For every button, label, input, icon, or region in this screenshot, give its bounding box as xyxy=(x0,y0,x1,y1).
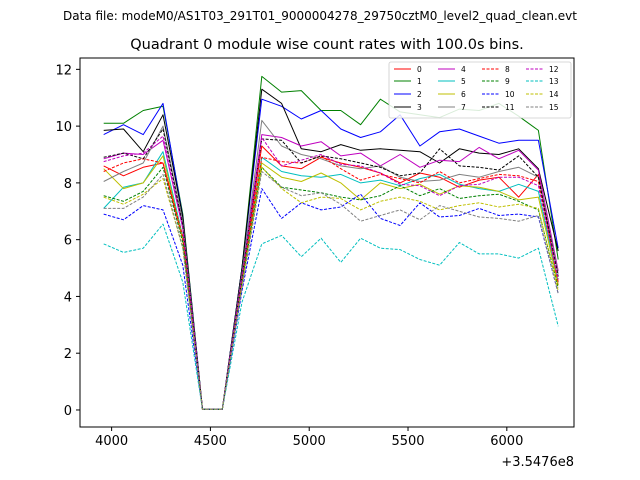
series-line-8 xyxy=(103,155,559,410)
y-tick-label: 12 xyxy=(55,63,72,78)
legend-label-7: 7 xyxy=(461,103,466,112)
legend-label-12: 12 xyxy=(549,65,559,74)
x-tick-label: 5500 xyxy=(391,434,424,449)
legend-label-14: 14 xyxy=(549,90,559,99)
legend-label-13: 13 xyxy=(549,77,559,86)
series-layer xyxy=(103,75,559,410)
plot-area xyxy=(79,57,575,428)
y-tick-label: 6 xyxy=(64,234,72,249)
series-line-11 xyxy=(103,128,559,410)
x-tick-label: 4500 xyxy=(194,434,227,449)
y-tick-label: 10 xyxy=(55,120,72,135)
series-line-9 xyxy=(103,166,559,410)
x-tick-label: 4000 xyxy=(95,434,128,449)
legend-label-3: 3 xyxy=(417,103,422,112)
series-line-15 xyxy=(103,171,559,410)
x-offset-label: +3.5476e8 xyxy=(501,455,574,470)
legend-frame xyxy=(388,61,572,119)
legend-label-5: 5 xyxy=(461,77,466,86)
chart-title: Quadrant 0 module wise count rates with … xyxy=(130,37,524,53)
series-line-13 xyxy=(103,223,559,410)
figure-suptitle: Data file: modeM0/AS1T03_291T01_90000042… xyxy=(63,9,577,23)
series-line-12 xyxy=(103,135,559,410)
y-axis: 0 2 4 6 8 10 12 xyxy=(55,63,80,419)
series-line-7 xyxy=(103,119,559,410)
series-line-0 xyxy=(103,145,559,410)
series-line-1 xyxy=(103,75,559,410)
legend-label-8: 8 xyxy=(505,65,510,74)
series-line-14 xyxy=(103,166,559,410)
legend-label-1: 1 xyxy=(417,77,422,86)
legend-label-0: 0 xyxy=(417,65,422,74)
y-tick-label: 4 xyxy=(64,290,72,305)
x-tick-label: 5000 xyxy=(293,434,326,449)
legend-label-11: 11 xyxy=(505,103,515,112)
y-tick-label: 2 xyxy=(64,347,72,362)
legend-label-15: 15 xyxy=(549,103,559,112)
legend-label-6: 6 xyxy=(461,90,466,99)
series-line-3 xyxy=(103,88,559,410)
series-line-2 xyxy=(103,98,559,410)
x-tick-label: 6000 xyxy=(490,434,523,449)
series-line-6 xyxy=(103,155,559,410)
axes-frame xyxy=(79,57,575,428)
legend-label-2: 2 xyxy=(417,90,422,99)
y-tick-label: 8 xyxy=(64,177,72,192)
y-tick-label: 0 xyxy=(64,404,72,419)
series-line-5 xyxy=(103,151,559,410)
legend-label-4: 4 xyxy=(461,65,466,74)
legend-label-9: 9 xyxy=(505,77,510,86)
legend-label-10: 10 xyxy=(505,90,515,99)
x-axis: 4000 4500 5000 5500 6000 xyxy=(95,427,523,449)
series-line-10 xyxy=(103,188,559,410)
